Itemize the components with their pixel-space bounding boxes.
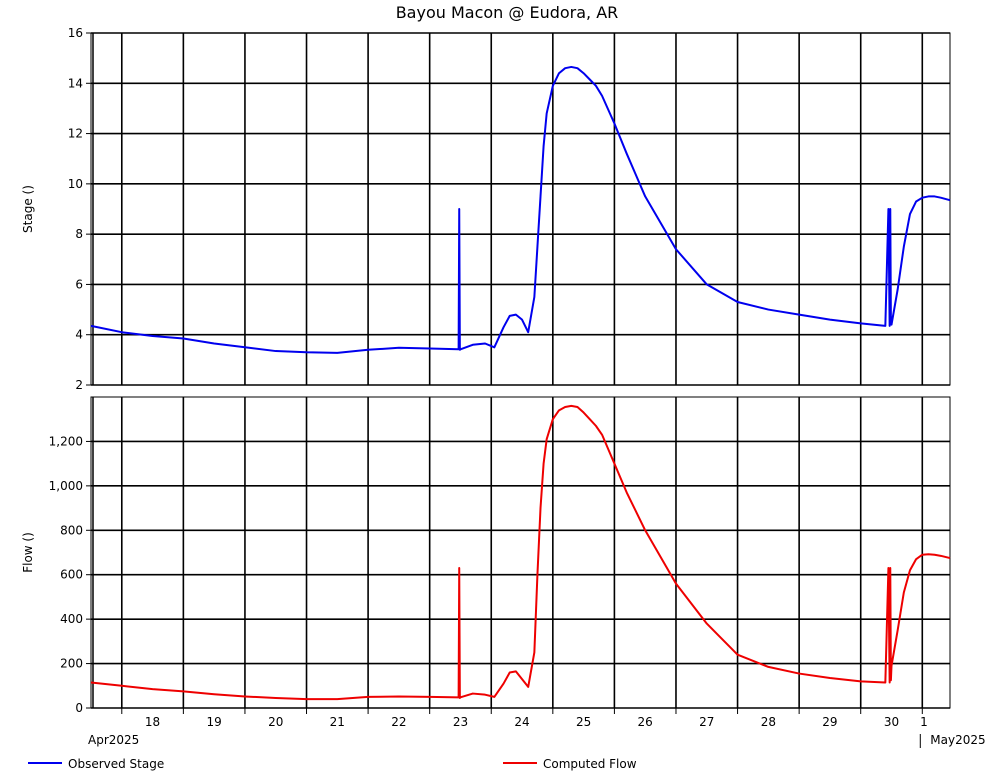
x-tick-label: 30 xyxy=(884,715,899,729)
flow-ytick-label: 0 xyxy=(75,701,83,715)
x-tick-label: 19 xyxy=(207,715,222,729)
stage-ytick-label: 8 xyxy=(75,227,83,241)
x-tick-label: 23 xyxy=(453,715,468,729)
flow-panel-frame xyxy=(90,396,951,709)
x-tick-label: 28 xyxy=(761,715,776,729)
stage-ytick-label: 2 xyxy=(75,378,83,392)
flow-ytick-label: 800 xyxy=(60,523,83,537)
flow-ytick-label: 400 xyxy=(60,612,83,626)
month-label-may: May2025 xyxy=(930,733,985,747)
stage-ytick-label: 16 xyxy=(68,26,83,40)
flow-series-line xyxy=(90,404,951,701)
stage-y-axis-title: Stage () xyxy=(21,185,35,233)
x-tick-label: 22 xyxy=(391,715,406,729)
flow-ytick-label: 600 xyxy=(60,568,83,582)
x-tick-label: 29 xyxy=(822,715,837,729)
flow-y-axis-title: Flow () xyxy=(21,532,35,573)
stage-ytick-label: 10 xyxy=(68,177,83,191)
stage-ytick-label: 12 xyxy=(68,127,83,141)
x-tick-label: 1 xyxy=(920,715,928,729)
stage-ytick-label: 6 xyxy=(75,277,83,291)
flow-ytick-label: 1,000 xyxy=(49,479,83,493)
legend-label-flow: Computed Flow xyxy=(543,757,637,771)
x-tick-label: 20 xyxy=(268,715,283,729)
stage-panel-frame xyxy=(90,32,951,386)
x-tick-label: 24 xyxy=(514,715,529,729)
x-tick-label: 27 xyxy=(699,715,714,729)
stage-ytick-label: 14 xyxy=(68,76,83,90)
legend-label-stage: Observed Stage xyxy=(68,757,164,771)
flow-ytick-label: 200 xyxy=(60,657,83,671)
stage-ytick-label: 4 xyxy=(75,328,83,342)
x-tick-label: 18 xyxy=(145,715,160,729)
month-label-april: Apr2025 xyxy=(88,733,139,747)
flow-ytick-label: 1,200 xyxy=(49,434,83,448)
x-tick-label: 25 xyxy=(576,715,591,729)
x-tick-label: 26 xyxy=(638,715,653,729)
stage-series-line xyxy=(90,65,951,354)
x-tick-label: 21 xyxy=(330,715,345,729)
chart-title: Bayou Macon @ Eudora, AR xyxy=(396,3,619,22)
